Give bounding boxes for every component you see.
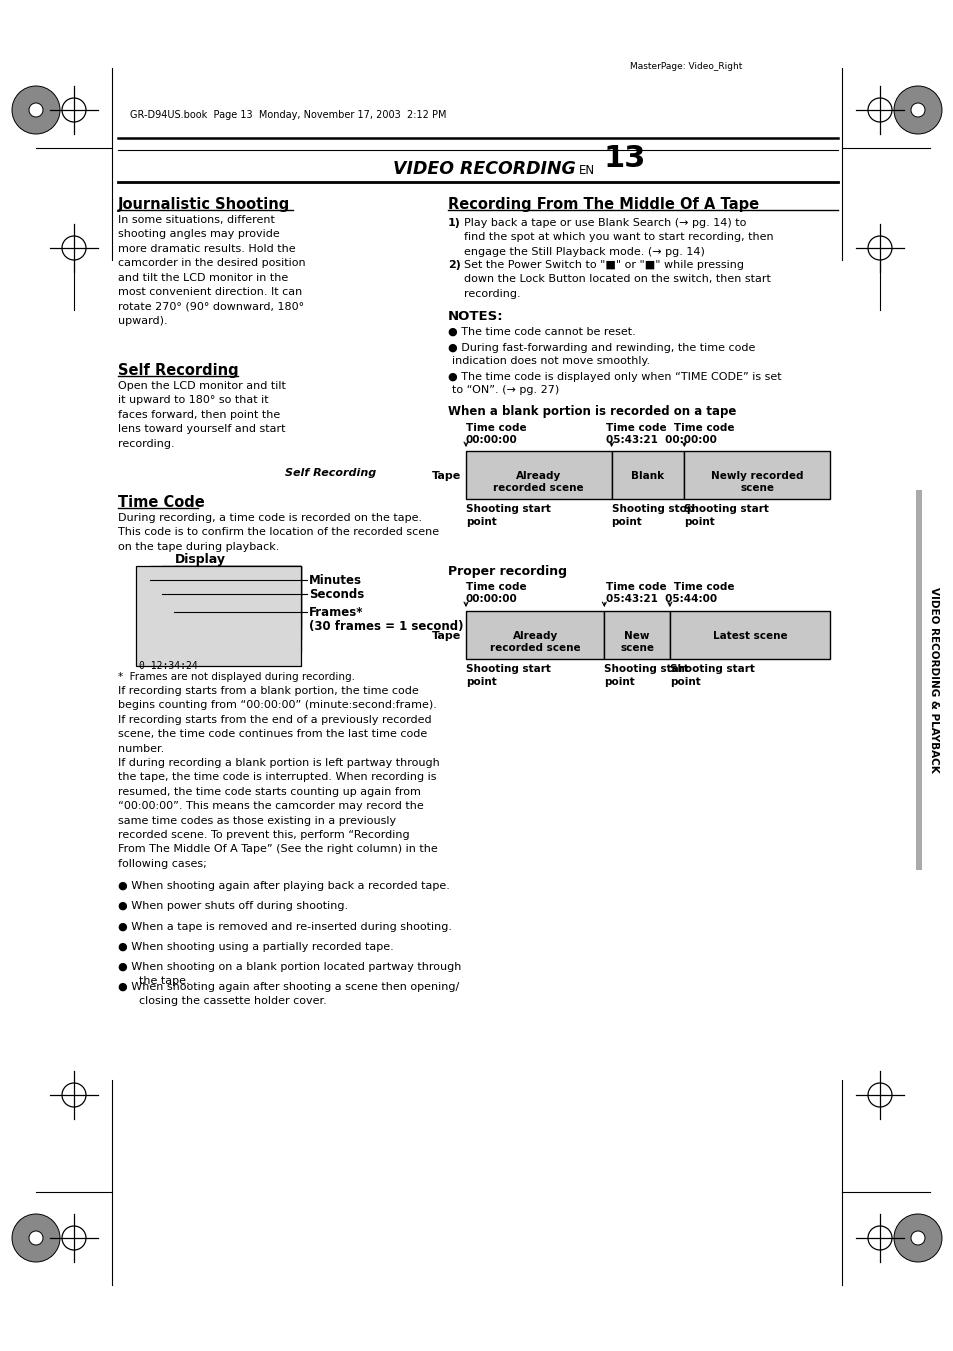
Bar <box>915 490 921 870</box>
Text: NOTES:: NOTES: <box>448 309 503 323</box>
Bar <box>465 611 603 659</box>
Text: Newly recorded
scene: Newly recorded scene <box>710 471 802 493</box>
Text: Time code  Time code: Time code Time code <box>605 423 734 434</box>
Bar <box>683 451 829 499</box>
Text: Self Recording: Self Recording <box>118 363 238 378</box>
Bar <box>162 566 301 640</box>
Text: ● The time code is displayed only when “TIME CODE” is set: ● The time code is displayed only when “… <box>448 372 781 382</box>
Text: During recording, a time code is recorded on the tape.
This code is to confirm t: During recording, a time code is recorde… <box>118 513 438 551</box>
Text: In some situations, different
shooting angles may provide
more dramatic results.: In some situations, different shooting a… <box>118 215 305 326</box>
Text: 1): 1) <box>448 218 460 228</box>
Circle shape <box>867 1084 891 1106</box>
Text: Minutes: Minutes <box>309 574 361 586</box>
Bar <box>611 451 683 499</box>
Text: Shooting start
point: Shooting start point <box>465 663 550 686</box>
Text: (30 frames = 1 second): (30 frames = 1 second) <box>309 620 463 634</box>
Text: Tape: Tape <box>432 471 460 481</box>
Text: Shooting start
point: Shooting start point <box>683 504 768 527</box>
Text: 0 12:34:24: 0 12:34:24 <box>139 661 197 671</box>
Bar <box>150 566 301 653</box>
Bar <box>173 566 301 628</box>
Text: Proper recording: Proper recording <box>448 565 566 578</box>
Text: Latest scene: Latest scene <box>712 631 786 640</box>
Text: VIDEO RECORDING & PLAYBACK: VIDEO RECORDING & PLAYBACK <box>928 588 938 773</box>
Text: ● The time code cannot be reset.: ● The time code cannot be reset. <box>448 327 635 336</box>
Circle shape <box>62 1084 86 1106</box>
Text: Already
recorded scene: Already recorded scene <box>493 471 583 493</box>
Text: 2): 2) <box>448 259 460 270</box>
Bar <box>136 566 301 666</box>
Text: ● When shooting again after playing back a recorded tape.: ● When shooting again after playing back… <box>118 881 450 892</box>
Text: Tape: Tape <box>432 631 460 640</box>
Text: 05:43:21  00:00:00: 05:43:21 00:00:00 <box>605 435 716 444</box>
Circle shape <box>893 86 941 134</box>
Circle shape <box>62 99 86 122</box>
Text: Journalistic Shooting: Journalistic Shooting <box>118 197 290 212</box>
Text: VIDEO RECORDING: VIDEO RECORDING <box>393 159 576 178</box>
Text: Self Recording: Self Recording <box>285 467 375 478</box>
Bar <box>603 611 669 659</box>
Text: indication does not move smoothly.: indication does not move smoothly. <box>452 357 649 366</box>
Text: If recording starts from a blank portion, the time code
begins counting from “00: If recording starts from a blank portion… <box>118 686 439 869</box>
Text: Play back a tape or use Blank Search (→ pg. 14) to
find the spot at which you wa: Play back a tape or use Blank Search (→ … <box>463 218 773 257</box>
Text: Set the Power Switch to "■" or "■" while pressing
down the Lock Button located o: Set the Power Switch to "■" or "■" while… <box>463 259 770 299</box>
Text: New
scene: New scene <box>619 631 654 654</box>
Text: Blank: Blank <box>631 471 664 481</box>
Text: the tape.: the tape. <box>118 975 190 985</box>
Text: MasterPage: Video_Right: MasterPage: Video_Right <box>629 62 741 72</box>
Text: Time code  Time code: Time code Time code <box>605 582 734 592</box>
Text: 00:00:00: 00:00:00 <box>465 594 517 604</box>
Circle shape <box>12 86 60 134</box>
Text: Time code: Time code <box>465 423 526 434</box>
Circle shape <box>29 1231 43 1246</box>
Text: ● When shooting using a partially recorded tape.: ● When shooting using a partially record… <box>118 942 394 951</box>
Circle shape <box>910 103 924 118</box>
Circle shape <box>12 1215 60 1262</box>
Text: Display: Display <box>174 553 225 566</box>
Circle shape <box>867 99 891 122</box>
Text: Frames*: Frames* <box>309 607 363 619</box>
Text: Shooting start
point: Shooting start point <box>603 663 688 686</box>
Text: ● When power shuts off during shooting.: ● When power shuts off during shooting. <box>118 901 348 912</box>
Text: When a blank portion is recorded on a tape: When a blank portion is recorded on a ta… <box>448 405 736 417</box>
Text: to “ON”. (→ pg. 27): to “ON”. (→ pg. 27) <box>452 385 558 394</box>
Text: ● When a tape is removed and re-inserted during shooting.: ● When a tape is removed and re-inserted… <box>118 921 452 931</box>
Text: closing the cassette holder cover.: closing the cassette holder cover. <box>118 996 327 1005</box>
Text: Time Code: Time Code <box>118 494 205 509</box>
Text: 05:43:21  05:44:00: 05:43:21 05:44:00 <box>605 594 717 604</box>
Text: Shooting start
point: Shooting start point <box>669 663 754 686</box>
Text: ● When shooting again after shooting a scene then opening/: ● When shooting again after shooting a s… <box>118 982 458 992</box>
Bar <box>669 611 829 659</box>
Circle shape <box>62 1225 86 1250</box>
Text: Already
recorded scene: Already recorded scene <box>489 631 579 654</box>
Circle shape <box>867 1225 891 1250</box>
Text: *  Frames are not displayed during recording.: * Frames are not displayed during record… <box>118 671 355 682</box>
Circle shape <box>910 1231 924 1246</box>
Text: Shooting stop
point: Shooting stop point <box>611 504 693 527</box>
Text: EN: EN <box>578 163 595 177</box>
Circle shape <box>893 1215 941 1262</box>
Text: 00:00:00: 00:00:00 <box>465 435 517 444</box>
Text: GR-D94US.book  Page 13  Monday, November 17, 2003  2:12 PM: GR-D94US.book Page 13 Monday, November 1… <box>130 109 446 120</box>
Text: Shooting start
point: Shooting start point <box>465 504 550 527</box>
Bar <box>465 451 611 499</box>
Text: Open the LCD monitor and tilt
it upward to 180° so that it
faces forward, then p: Open the LCD monitor and tilt it upward … <box>118 381 286 449</box>
Circle shape <box>29 103 43 118</box>
Circle shape <box>62 236 86 259</box>
Text: ● During fast-forwarding and rewinding, the time code: ● During fast-forwarding and rewinding, … <box>448 343 755 353</box>
Text: Time code: Time code <box>465 582 526 592</box>
Text: Recording From The Middle Of A Tape: Recording From The Middle Of A Tape <box>448 197 759 212</box>
Text: 13: 13 <box>603 145 646 173</box>
Text: ● When shooting on a blank portion located partway through: ● When shooting on a blank portion locat… <box>118 962 461 971</box>
Circle shape <box>867 236 891 259</box>
Text: Seconds: Seconds <box>309 588 364 601</box>
